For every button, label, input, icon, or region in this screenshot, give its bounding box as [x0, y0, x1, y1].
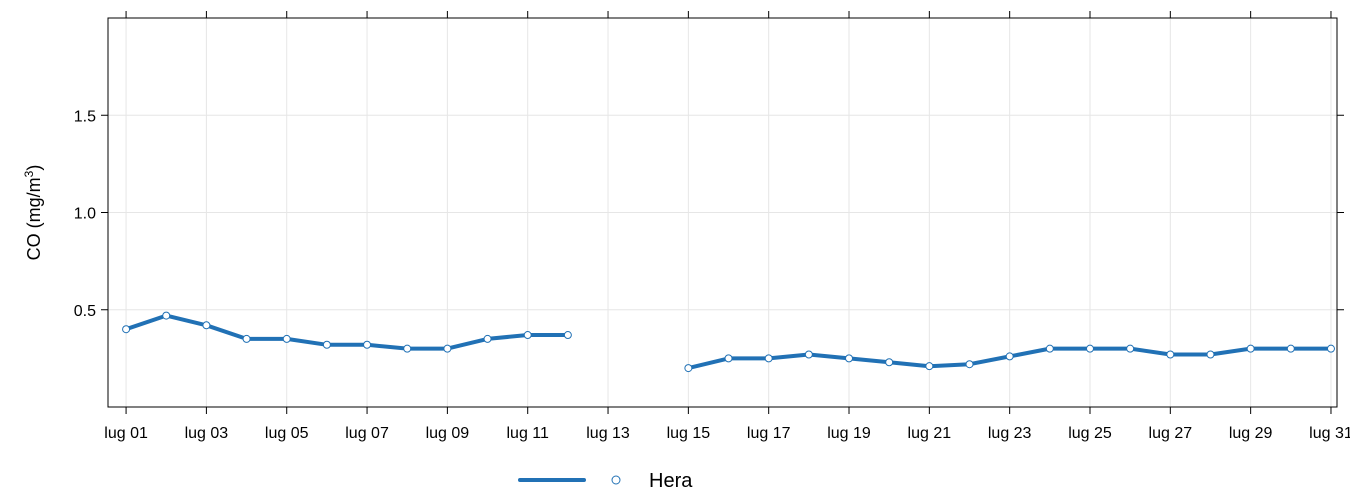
x-tick-label: lug 27 [1149, 425, 1193, 442]
data-point [1085, 344, 1094, 353]
x-tick-label: lug 03 [185, 425, 229, 442]
x-tick-label: lug 25 [1068, 425, 1112, 442]
data-point [1326, 344, 1335, 353]
data-point [1286, 344, 1295, 353]
data-point [443, 344, 452, 353]
data-point [684, 364, 693, 373]
data-point [724, 354, 733, 363]
data-point [322, 340, 331, 349]
y-axis-title-superscript: 3 [22, 170, 36, 177]
legend: Hera [518, 470, 693, 490]
y-tick-label: 1.5 [74, 108, 96, 125]
x-tick-label: lug 05 [265, 425, 309, 442]
grid [108, 18, 1337, 407]
series-hera [122, 311, 1335, 373]
data-point [1166, 350, 1175, 359]
data-point [403, 344, 412, 353]
y-axis-title: CO (mg/m3) [22, 165, 44, 261]
x-tick-label: lug 09 [426, 425, 470, 442]
data-point [804, 350, 813, 359]
y-tick-label: 0.5 [74, 303, 96, 320]
y-tick-label: 1.0 [74, 206, 96, 223]
x-tick-label: lug 19 [827, 425, 871, 442]
x-tick-label: lug 01 [104, 425, 148, 442]
x-tick-label: lug 31 [1309, 425, 1350, 442]
data-point [1246, 344, 1255, 353]
data-point [523, 331, 532, 340]
x-tick-label: lug 17 [747, 425, 791, 442]
x-tick-label: lug 21 [908, 425, 952, 442]
data-point [282, 334, 291, 343]
data-point [1126, 344, 1135, 353]
x-tick-label: lug 29 [1229, 425, 1273, 442]
data-point [563, 331, 572, 340]
data-point [885, 358, 894, 367]
data-point [1005, 352, 1014, 361]
data-point [965, 360, 974, 369]
x-tick-label: lug 11 [507, 425, 550, 442]
data-point [1206, 350, 1215, 359]
data-point [202, 321, 211, 330]
data-point [242, 334, 251, 343]
x-tick-label: lug 15 [667, 425, 711, 442]
data-point [925, 362, 934, 371]
data-point [162, 311, 171, 320]
data-point [122, 325, 131, 334]
data-point [845, 354, 854, 363]
data-point [764, 354, 773, 363]
axes: lug 01 lug 03 lug 05 lug 07 lug 09 lug 11 lug … [74, 11, 1350, 442]
legend-label-hera: Hera [649, 470, 693, 490]
data-point [363, 340, 372, 349]
legend-marker-swatch [611, 475, 621, 485]
data-point [483, 334, 492, 343]
x-tick-label: lug 13 [586, 425, 630, 442]
series-line [124, 313, 570, 351]
x-tick-label: lug 07 [345, 425, 389, 442]
data-point [1045, 344, 1054, 353]
x-tick-label: lug 23 [988, 425, 1032, 442]
